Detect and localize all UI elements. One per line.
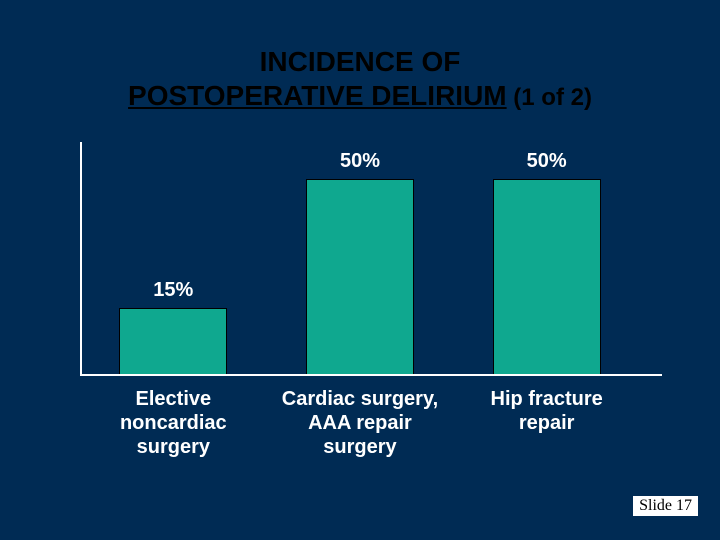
category-label: Elective noncardiac surgery [80, 387, 267, 459]
bar-slot: 50% [267, 150, 454, 375]
title-line-1: INCIDENCE OF [0, 45, 720, 79]
title-suffix-text: (1 of 2) [507, 84, 592, 111]
x-axis [80, 374, 662, 376]
slide: INCIDENCE OF POSTOPERATIVE DELIRIUM (1 o… [0, 0, 720, 540]
bar [306, 179, 414, 375]
bar-slot: 50% [453, 150, 640, 375]
bar-value-label: 50% [340, 150, 380, 173]
bar [493, 179, 601, 375]
title-main-text: POSTOPERATIVE DELIRIUM [128, 80, 507, 111]
bar-slot: 15% [80, 150, 267, 375]
category-label: Cardiac surgery, AAA repair surgery [267, 387, 454, 459]
category-label: Hip fracture repair [453, 387, 640, 459]
bar-value-label: 15% [153, 279, 193, 302]
title-block: INCIDENCE OF POSTOPERATIVE DELIRIUM (1 o… [0, 45, 720, 115]
title-line-2: POSTOPERATIVE DELIRIUM (1 of 2) [0, 79, 720, 115]
bar [119, 308, 227, 376]
bar-chart: 15% 50% 50% [80, 150, 640, 375]
bar-value-label: 50% [527, 150, 567, 173]
bars-row: 15% 50% 50% [80, 150, 640, 375]
category-labels: Elective noncardiac surgeryCardiac surge… [80, 387, 640, 459]
y-axis [80, 142, 82, 375]
slide-number: Slide 17 [633, 496, 698, 516]
